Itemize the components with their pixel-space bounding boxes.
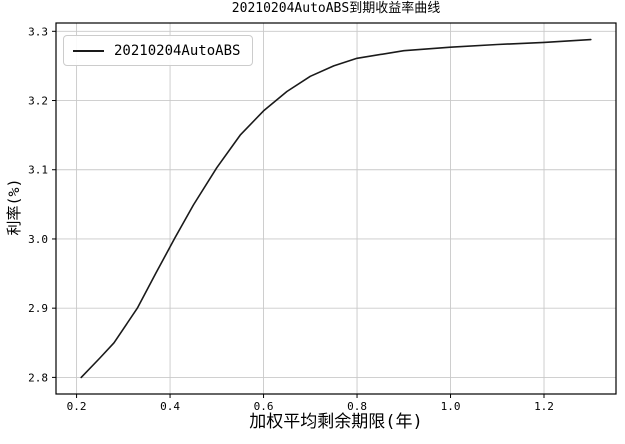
x-tick-label: 1.2	[534, 400, 554, 413]
legend-line-sample-icon	[73, 49, 104, 52]
chart-title: 20210204AutoABS到期收益率曲线	[231, 1, 441, 16]
legend-entry-label: 20210204AutoABS	[114, 42, 241, 59]
y-tick-label: 2.9	[28, 302, 48, 315]
x-axis-label: 加权平均剩余期限(年)	[249, 412, 423, 432]
y-tick-label: 3.0	[28, 233, 48, 246]
y-axis-label: 利率(%)	[5, 178, 23, 236]
y-tick-label: 3.2	[28, 95, 48, 108]
x-tick-label: 0.6	[254, 400, 274, 413]
x-tick-label: 1.0	[441, 400, 461, 413]
y-tick-label: 3.3	[28, 25, 48, 38]
yield-curve-line	[80, 38, 592, 379]
x-tick-label: 0.8	[347, 400, 367, 413]
y-tick-label: 2.8	[28, 371, 48, 384]
x-tick-label: 0.4	[160, 400, 180, 413]
legend: 20210204AutoABS	[63, 35, 254, 66]
y-tick-label: 3.1	[28, 164, 48, 177]
x-tick-label: 0.2	[67, 400, 87, 413]
axes-frame	[55, 22, 617, 395]
